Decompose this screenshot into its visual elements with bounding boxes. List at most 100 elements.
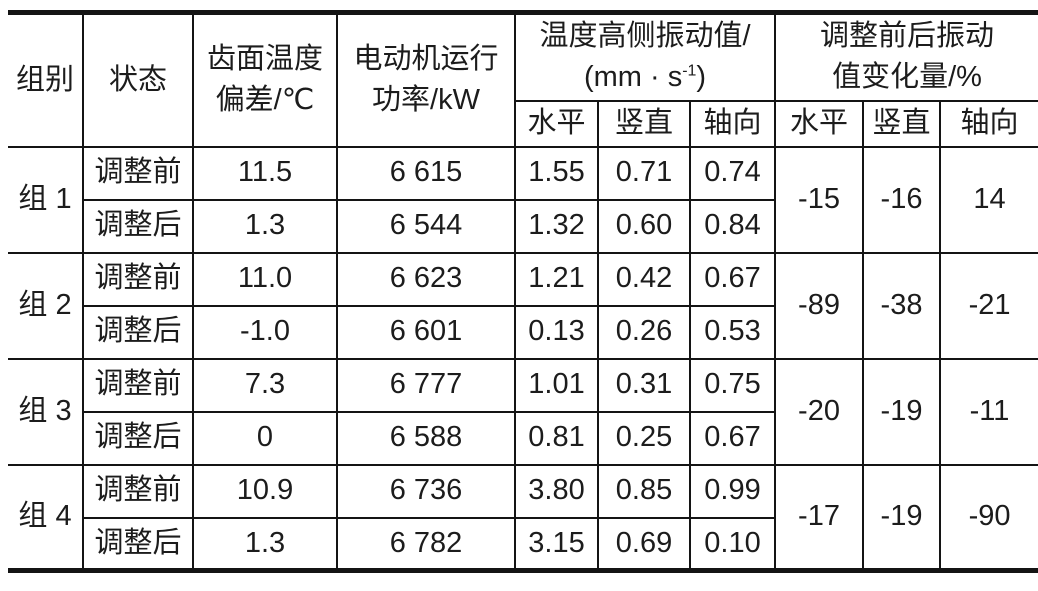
vib-vertical-cell: 0.60 bbox=[597, 198, 691, 254]
vib-axial-cell: 0.75 bbox=[688, 357, 777, 413]
subheader-change-axial: 轴向 bbox=[939, 99, 1038, 148]
change-vertical-cell: -19 bbox=[862, 357, 942, 466]
group-label-cell: 组 1 bbox=[8, 145, 84, 254]
vibration-unit-superscript: -1 bbox=[682, 62, 697, 80]
vib-horizontal-cell: 0.81 bbox=[514, 410, 599, 466]
vib-axial-cell: 0.84 bbox=[688, 198, 777, 254]
header-row-main: 组别 状态 齿面温度 偏差/℃ 电动机运行 功率/kW 温度高侧振动值/ (mm… bbox=[8, 11, 1038, 148]
temp-cell: 7.3 bbox=[192, 357, 338, 413]
subheader-change-vertical: 竖直 bbox=[862, 99, 942, 148]
power-cell: 6 736 bbox=[336, 463, 516, 519]
temp-cell: 1.3 bbox=[192, 516, 338, 572]
power-cell: 6 782 bbox=[336, 516, 516, 572]
group-label-cell: 组 3 bbox=[8, 357, 84, 466]
vib-horizontal-cell: 3.15 bbox=[514, 516, 599, 572]
vib-vertical-cell: 0.31 bbox=[597, 357, 691, 413]
change-horizontal-cell: -15 bbox=[774, 145, 865, 254]
group4-row-after: 调整后 1.3 6 782 3.15 0.69 0.10 bbox=[8, 516, 1038, 572]
change-horizontal-cell: -17 bbox=[774, 463, 865, 572]
vib-horizontal-cell: 0.13 bbox=[514, 304, 599, 360]
header-power-line1: 电动机运行 bbox=[353, 43, 499, 76]
header-change-line1: 调整前后振动 bbox=[820, 20, 995, 53]
power-cell: 6 588 bbox=[336, 410, 516, 466]
status-cell: 调整后 bbox=[82, 304, 194, 360]
change-axial-cell: -90 bbox=[939, 463, 1038, 572]
power-cell: 6 623 bbox=[336, 251, 516, 307]
change-vertical-cell: -38 bbox=[862, 251, 942, 360]
group1-row-before: 组 1 调整前 11.5 6 615 1.55 0.71 0.74 -15 -1… bbox=[8, 145, 1038, 254]
temp-cell: 1.3 bbox=[192, 198, 338, 254]
status-cell: 调整后 bbox=[82, 516, 194, 572]
group4-row-before: 组 4 调整前 10.9 6 736 3.80 0.85 0.99 -17 -1… bbox=[8, 463, 1038, 572]
header-vibration-unit: (mm · s-1) bbox=[516, 57, 774, 98]
group-label-cell: 组 2 bbox=[8, 251, 84, 360]
header-power-line2: 功率/kW bbox=[372, 84, 480, 117]
subheader-vib-vertical: 竖直 bbox=[597, 99, 691, 148]
temp-cell: -1.0 bbox=[192, 304, 338, 360]
subheader-vib-horizontal: 水平 bbox=[514, 99, 599, 148]
vib-vertical-cell: 0.42 bbox=[597, 251, 691, 307]
subheader-change-horizontal: 水平 bbox=[774, 99, 865, 148]
power-cell: 6 777 bbox=[336, 357, 516, 413]
vib-axial-cell: 0.74 bbox=[688, 145, 777, 201]
vib-vertical-cell: 0.85 bbox=[597, 463, 691, 519]
group2-row-after: 调整后 -1.0 6 601 0.13 0.26 0.53 bbox=[8, 304, 1038, 360]
status-cell: 调整后 bbox=[82, 198, 194, 254]
table-header: 组别 状态 齿面温度 偏差/℃ 电动机运行 功率/kW 温度高侧振动值/ (mm… bbox=[8, 11, 1038, 148]
vibration-unit-prefix: (mm · s bbox=[583, 61, 683, 94]
status-cell: 调整前 bbox=[82, 251, 194, 307]
temp-cell: 11.5 bbox=[192, 145, 338, 201]
status-cell: 调整前 bbox=[82, 463, 194, 519]
table-body: 组 1 调整前 11.5 6 615 1.55 0.71 0.74 -15 -1… bbox=[8, 145, 1038, 572]
change-horizontal-cell: -20 bbox=[774, 357, 865, 466]
table-container: 组别 状态 齿面温度 偏差/℃ 电动机运行 功率/kW 温度高侧振动值/ (mm… bbox=[8, 10, 1038, 573]
change-axial-cell: 14 bbox=[939, 145, 1038, 254]
header-change-line2: 值变化量/% bbox=[832, 61, 982, 94]
vib-vertical-cell: 0.25 bbox=[597, 410, 691, 466]
group3-row-after: 调整后 0 6 588 0.81 0.25 0.67 bbox=[8, 410, 1038, 466]
vib-horizontal-cell: 1.21 bbox=[514, 251, 599, 307]
vib-axial-cell: 0.10 bbox=[688, 516, 777, 572]
change-axial-cell: -21 bbox=[939, 251, 1038, 360]
group2-row-before: 组 2 调整前 11.0 6 623 1.21 0.42 0.67 -89 -3… bbox=[8, 251, 1038, 360]
change-axial-cell: -11 bbox=[939, 357, 1038, 466]
vib-axial-cell: 0.67 bbox=[688, 410, 777, 466]
vib-vertical-cell: 0.26 bbox=[597, 304, 691, 360]
header-temp-line1: 齿面温度 bbox=[206, 43, 323, 76]
header-temp-line2: 偏差/℃ bbox=[215, 84, 315, 117]
vib-horizontal-cell: 1.01 bbox=[514, 357, 599, 413]
vib-vertical-cell: 0.69 bbox=[597, 516, 691, 572]
change-vertical-cell: -16 bbox=[862, 145, 942, 254]
header-temp-col: 齿面温度 偏差/℃ bbox=[192, 11, 338, 148]
vib-axial-cell: 0.99 bbox=[688, 463, 777, 519]
header-vibration-group: 温度高侧振动值/ (mm · s-1) bbox=[513, 11, 777, 102]
vib-vertical-cell: 0.71 bbox=[597, 145, 691, 201]
header-vibration-title: 温度高侧振动值/ bbox=[539, 20, 751, 53]
vib-horizontal-cell: 3.80 bbox=[514, 463, 599, 519]
header-group-col: 组别 bbox=[8, 11, 84, 148]
power-cell: 6 615 bbox=[336, 145, 516, 201]
vib-horizontal-cell: 1.32 bbox=[514, 198, 599, 254]
temp-cell: 10.9 bbox=[192, 463, 338, 519]
subheader-vib-axial: 轴向 bbox=[688, 99, 777, 148]
change-horizontal-cell: -89 bbox=[774, 251, 865, 360]
change-vertical-cell: -19 bbox=[862, 463, 942, 572]
temp-cell: 11.0 bbox=[192, 251, 338, 307]
vib-horizontal-cell: 1.55 bbox=[514, 145, 599, 201]
group3-row-before: 组 3 调整前 7.3 6 777 1.01 0.31 0.75 -20 -19… bbox=[8, 357, 1038, 466]
status-cell: 调整前 bbox=[82, 145, 194, 201]
header-row-sub: 水平 竖直 轴向 水平 竖直 轴向 bbox=[8, 99, 1038, 148]
status-cell: 调整后 bbox=[82, 410, 194, 466]
group1-row-after: 调整后 1.3 6 544 1.32 0.60 0.84 bbox=[8, 198, 1038, 254]
power-cell: 6 601 bbox=[336, 304, 516, 360]
vib-axial-cell: 0.67 bbox=[688, 251, 777, 307]
temp-cell: 0 bbox=[192, 410, 338, 466]
header-status-col: 状态 bbox=[82, 11, 194, 148]
group-label-cell: 组 4 bbox=[8, 463, 84, 572]
vibration-data-table: 组别 状态 齿面温度 偏差/℃ 电动机运行 功率/kW 温度高侧振动值/ (mm… bbox=[8, 10, 1038, 573]
vib-axial-cell: 0.53 bbox=[688, 304, 777, 360]
header-change-group: 调整前后振动 值变化量/% bbox=[774, 11, 1038, 102]
header-power-col: 电动机运行 功率/kW bbox=[336, 11, 516, 148]
vibration-unit-suffix: ) bbox=[696, 61, 707, 94]
status-cell: 调整前 bbox=[82, 357, 194, 413]
